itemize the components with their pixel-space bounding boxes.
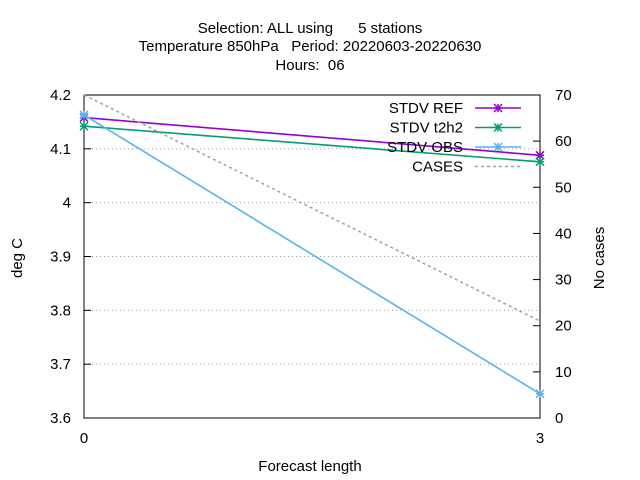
legend-label-0: STDV REF: [389, 100, 463, 117]
y-tick-label: 3.9: [50, 249, 71, 266]
series-line-2: [83, 114, 541, 395]
series-lines: [79, 94, 545, 399]
y-tick-label: 3.6: [50, 410, 71, 427]
legend-marker-0: [493, 103, 503, 113]
series-point-1: [535, 157, 545, 167]
y-tick-label: 4.1: [50, 141, 71, 158]
series-point-2: [535, 389, 545, 399]
y2-tick-label: 30: [555, 272, 572, 289]
series-point-2: [79, 110, 89, 120]
grid: [84, 148, 540, 365]
chart-title-line2: Temperature 850hPa Period: 20220603-2022…: [139, 38, 482, 55]
series-line-0: [83, 116, 541, 157]
y-tick-label: 3.8: [50, 302, 71, 319]
y-tick-label: 3.7: [50, 356, 71, 373]
y2-tick-label: 70: [555, 87, 572, 104]
series-line-3: [83, 94, 541, 322]
legend: STDV REF STDV t2h2 STDV OBS CASES: [387, 100, 521, 176]
chart-title-line1: Selection: ALL using 5 stations: [198, 20, 423, 37]
x-tick-label: 3: [536, 430, 544, 447]
legend-label-3: CASES: [412, 159, 463, 176]
x-axis-label: Forecast length: [258, 458, 361, 475]
y2-tick-label: 20: [555, 318, 572, 335]
legend-marker-2: [493, 142, 503, 152]
y-tick-label: 4: [63, 195, 71, 212]
y2-tick-label: 50: [555, 179, 572, 196]
y-axis-label: deg C: [9, 238, 26, 278]
chart-title-line3: Hours: 06: [275, 57, 344, 74]
series-point-1: [79, 121, 89, 131]
y2-tick-label: 40: [555, 225, 572, 242]
y2-tick-label: 0: [555, 410, 563, 427]
x-tick-label: 0: [80, 430, 88, 447]
legend-label-2: STDV OBS: [387, 139, 463, 156]
y2-tick-label: 60: [555, 133, 572, 150]
y2-tick-label: 10: [555, 364, 572, 381]
y2-axis-label: No cases: [591, 227, 608, 290]
y-tick-label: 4.2: [50, 87, 71, 104]
legend-label-1: STDV t2h2: [390, 120, 463, 137]
legend-marker-1: [493, 122, 503, 133]
